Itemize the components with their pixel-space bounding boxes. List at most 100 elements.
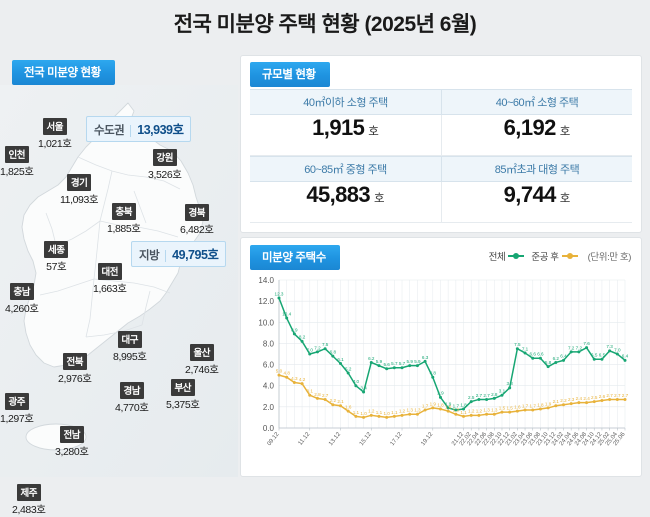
svg-text:2.0: 2.0 — [263, 403, 275, 412]
svg-text:1.5: 1.5 — [499, 406, 506, 411]
map-panel-badge: 전국 미분양 현황 — [12, 60, 115, 85]
map-label-gangwon: 강원 3,526호 — [148, 148, 182, 182]
chart-card-badge: 미분양 주택수 — [250, 245, 340, 270]
map-label-gyeongnam: 경남 4,770호 — [115, 381, 149, 415]
svg-text:7.5: 7.5 — [322, 342, 329, 347]
map-label-sejong: 세종 57호 — [44, 240, 69, 274]
svg-text:0.0: 0.0 — [263, 424, 275, 433]
svg-text:6.1: 6.1 — [337, 357, 344, 362]
svg-text:14.0: 14.0 — [258, 276, 274, 285]
svg-text:5.0: 5.0 — [276, 369, 283, 374]
svg-text:5.2: 5.2 — [345, 366, 352, 371]
legend-item-postcompletion: 준공 후 — [531, 249, 578, 263]
svg-text:3.8: 3.8 — [506, 381, 513, 386]
svg-text:2.7: 2.7 — [606, 393, 613, 398]
svg-text:1.8: 1.8 — [460, 402, 467, 407]
svg-text:5.7: 5.7 — [399, 361, 406, 366]
page-title-sub: (2025년 6월) — [364, 13, 477, 36]
svg-text:1.6: 1.6 — [445, 404, 452, 409]
svg-text:11.12: 11.12 — [298, 431, 312, 447]
svg-text:4.3: 4.3 — [291, 376, 298, 381]
size-value-0: 1,915 호 — [250, 115, 441, 156]
svg-text:1.3: 1.3 — [453, 408, 460, 413]
svg-text:1.5: 1.5 — [506, 406, 513, 411]
svg-text:6.6: 6.6 — [537, 352, 544, 357]
svg-text:7.0: 7.0 — [307, 347, 314, 352]
size-card-badge: 규모별 현황 — [250, 62, 330, 87]
svg-text:1.6: 1.6 — [514, 404, 521, 409]
svg-text:1.6: 1.6 — [345, 404, 352, 409]
svg-text:6.4: 6.4 — [560, 354, 567, 359]
svg-text:17.12: 17.12 — [390, 431, 404, 447]
svg-text:2.2: 2.2 — [330, 398, 337, 403]
svg-text:7.2: 7.2 — [568, 345, 575, 350]
svg-text:6.5: 6.5 — [599, 353, 606, 358]
svg-text:2.3: 2.3 — [568, 397, 575, 402]
svg-text:6.2: 6.2 — [553, 356, 560, 361]
map-label-chungbuk: 충북 1,885호 — [107, 202, 141, 236]
svg-text:6.3: 6.3 — [422, 355, 429, 360]
svg-text:6.4: 6.4 — [622, 354, 629, 359]
size-header-0: 40㎡이하 소형 주택 — [250, 89, 441, 115]
svg-text:1.1: 1.1 — [353, 410, 360, 415]
svg-text:5.8: 5.8 — [545, 360, 552, 365]
svg-text:2.2: 2.2 — [560, 398, 567, 403]
svg-text:7.2: 7.2 — [314, 345, 321, 350]
svg-text:1.3: 1.3 — [483, 408, 490, 413]
svg-text:3.1: 3.1 — [499, 389, 506, 394]
legend-label-total: 전체 — [488, 252, 506, 263]
svg-text:7.2: 7.2 — [576, 345, 583, 350]
svg-text:6.0: 6.0 — [263, 361, 275, 370]
legend-swatch-total — [508, 253, 525, 259]
svg-text:1.3: 1.3 — [407, 408, 414, 413]
svg-text:1.2: 1.2 — [476, 409, 483, 414]
svg-text:1.0: 1.0 — [360, 411, 367, 416]
svg-text:5.7: 5.7 — [391, 361, 398, 366]
legend-swatch-postcompletion — [561, 253, 578, 259]
map-label-gyeonggi: 경기 11,093호 — [60, 173, 99, 207]
svg-text:2.4: 2.4 — [576, 396, 583, 401]
svg-text:3.4: 3.4 — [360, 385, 367, 390]
svg-text:2.8: 2.8 — [491, 392, 498, 397]
svg-text:2.1: 2.1 — [553, 399, 560, 404]
svg-text:13.12: 13.12 — [328, 431, 342, 447]
svg-text:1.8: 1.8 — [437, 402, 444, 407]
map-label-incheon: 인천 1,825호 — [0, 145, 34, 179]
callout-capital-region: 수도권 13,939호 — [86, 116, 192, 142]
legend-item-total: 전체 — [489, 249, 525, 263]
size-value-1: 6,192 호 — [441, 115, 632, 156]
svg-text:2.4: 2.4 — [583, 396, 590, 401]
svg-text:1.2: 1.2 — [399, 409, 406, 414]
size-category-grid: 40㎡이하 소형 주택 40~60㎡ 소형 주택 1,915 호 6,192 호… — [250, 89, 632, 223]
svg-text:1.8: 1.8 — [537, 402, 544, 407]
svg-text:1.0: 1.0 — [383, 411, 390, 416]
svg-text:7.3: 7.3 — [606, 344, 613, 349]
svg-text:12.0: 12.0 — [258, 297, 274, 306]
callout-provincial: 지방 49,795호 — [131, 241, 227, 267]
svg-text:5.9: 5.9 — [414, 359, 421, 364]
svg-text:2.7: 2.7 — [483, 393, 490, 398]
svg-text:1.3: 1.3 — [414, 408, 421, 413]
page-title: 전국 미분양 주택 현황 (2025년 6월) — [0, 8, 650, 38]
svg-text:6.6: 6.6 — [530, 352, 537, 357]
size-header-1: 40~60㎡ 소형 주택 — [441, 89, 632, 115]
svg-text:2.1: 2.1 — [337, 399, 344, 404]
svg-text:4.8: 4.8 — [283, 371, 290, 376]
map-label-gwangju: 광주 1,297호 — [0, 392, 34, 426]
svg-text:7.6: 7.6 — [583, 341, 590, 346]
size-value-3: 9,744 호 — [441, 182, 632, 223]
svg-text:1.1: 1.1 — [376, 410, 383, 415]
svg-text:4.0: 4.0 — [353, 379, 360, 384]
svg-text:2.7: 2.7 — [614, 393, 621, 398]
chart-plot-area: 0.0 2.0 4.0 6.0 8.0 10.0 12.0 14.0 09.12 11.12 13.… — [249, 272, 633, 468]
svg-text:3.1: 3.1 — [307, 389, 314, 394]
size-value-2: 45,883 호 — [250, 182, 441, 223]
svg-text:7.1: 7.1 — [522, 346, 529, 351]
svg-text:12.3: 12.3 — [275, 291, 284, 296]
svg-text:4.0: 4.0 — [263, 382, 275, 391]
svg-text:2.8: 2.8 — [314, 392, 321, 397]
size-category-card: 규모별 현황 40㎡이하 소형 주택 40~60㎡ 소형 주택 1,915 호 … — [240, 55, 642, 233]
size-header-2: 60~85㎡ 중형 주택 — [250, 156, 441, 182]
chart-unit-note: (단위:만 호) — [587, 252, 632, 263]
svg-text:1.1: 1.1 — [391, 410, 398, 415]
